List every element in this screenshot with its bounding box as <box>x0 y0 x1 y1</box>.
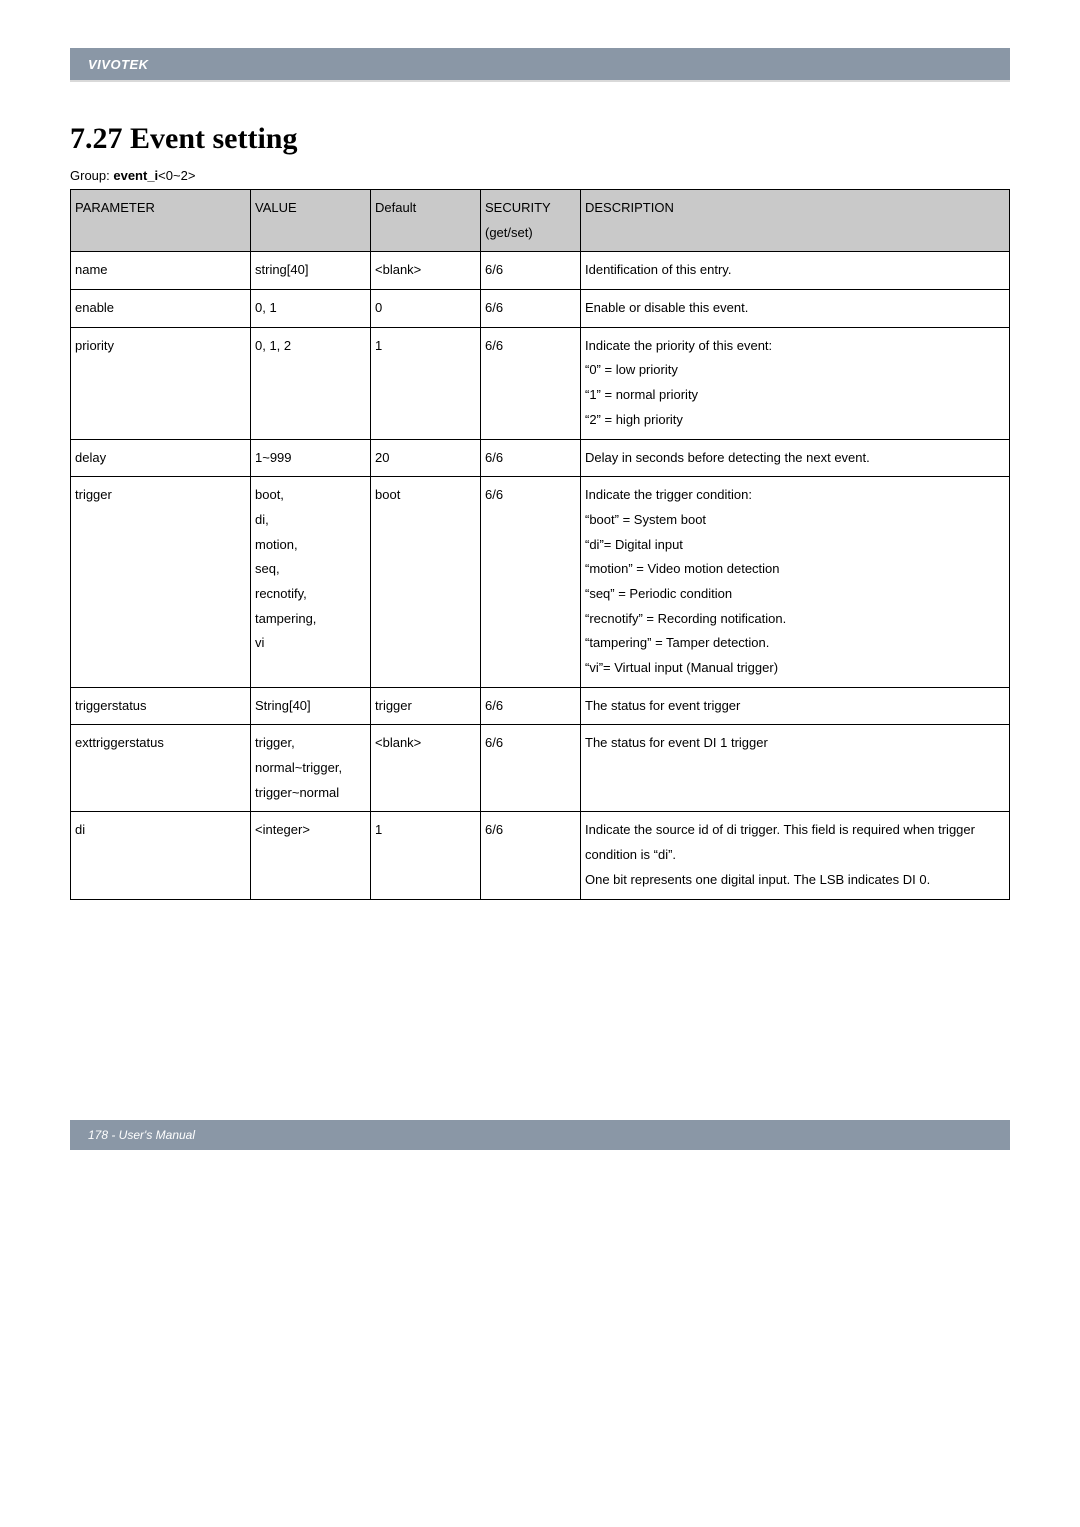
cell-value: string[40] <box>251 252 371 290</box>
cell-param: enable <box>71 290 251 328</box>
footer-text: 178 - User's Manual <box>88 1128 195 1142</box>
cell-security: 6/6 <box>481 252 581 290</box>
parameter-table: PARAMETER VALUE Default SECURITY (get/se… <box>70 189 1010 900</box>
col-parameter: PARAMETER <box>71 190 251 252</box>
brand-name: VIVOTEK <box>88 57 149 72</box>
cell-default: trigger <box>371 687 481 725</box>
page-header: VIVOTEK <box>0 0 1080 82</box>
cell-param: exttriggerstatus <box>71 725 251 812</box>
table-body: name string[40] <blank> 6/6 Identificati… <box>71 252 1010 899</box>
cell-default: <blank> <box>371 252 481 290</box>
cell-value: 0, 1, 2 <box>251 327 371 439</box>
cell-param: trigger <box>71 477 251 688</box>
cell-security: 6/6 <box>481 725 581 812</box>
table-row: exttriggerstatus trigger,normal~trigger,… <box>71 725 1010 812</box>
cell-default: boot <box>371 477 481 688</box>
page-content: 7.27 Event setting Group: event_i<0~2> P… <box>0 82 1080 900</box>
cell-security: 6/6 <box>481 687 581 725</box>
brand-strip: VIVOTEK <box>70 48 1010 80</box>
table-row: delay 1~999 20 6/6 Delay in seconds befo… <box>71 439 1010 477</box>
cell-desc: Identification of this entry. <box>581 252 1010 290</box>
col-security: SECURITY (get/set) <box>481 190 581 252</box>
cell-param: delay <box>71 439 251 477</box>
table-header-row: PARAMETER VALUE Default SECURITY (get/se… <box>71 190 1010 252</box>
table-row: trigger boot,di,motion,seq,recnotify,tam… <box>71 477 1010 688</box>
cell-default: 20 <box>371 439 481 477</box>
cell-desc: Delay in seconds before detecting the ne… <box>581 439 1010 477</box>
col-default: Default <box>371 190 481 252</box>
group-line: Group: event_i<0~2> <box>70 168 1010 183</box>
cell-value: 1~999 <box>251 439 371 477</box>
cell-desc: Indicate the priority of this event:“0” … <box>581 327 1010 439</box>
table-row: enable 0, 1 0 6/6 Enable or disable this… <box>71 290 1010 328</box>
page-footer: 178 - User's Manual <box>0 1120 1080 1150</box>
group-name: event_i <box>113 168 158 183</box>
cell-desc: The status for event DI 1 trigger <box>581 725 1010 812</box>
cell-value: String[40] <box>251 687 371 725</box>
group-prefix: Group: <box>70 168 113 183</box>
table-row: name string[40] <blank> 6/6 Identificati… <box>71 252 1010 290</box>
cell-param: priority <box>71 327 251 439</box>
table-row: priority 0, 1, 2 1 6/6 Indicate the prio… <box>71 327 1010 439</box>
group-suffix: <0~2> <box>158 168 195 183</box>
cell-value: trigger,normal~trigger,trigger~normal <box>251 725 371 812</box>
section-title: 7.27 Event setting <box>70 122 1010 156</box>
cell-security: 6/6 <box>481 327 581 439</box>
table-row: di <integer> 1 6/6 Indicate the source i… <box>71 812 1010 899</box>
col-value: VALUE <box>251 190 371 252</box>
col-description: DESCRIPTION <box>581 190 1010 252</box>
cell-desc: Enable or disable this event. <box>581 290 1010 328</box>
cell-param: name <box>71 252 251 290</box>
cell-default: 1 <box>371 812 481 899</box>
cell-security: 6/6 <box>481 477 581 688</box>
cell-security: 6/6 <box>481 439 581 477</box>
cell-default: <blank> <box>371 725 481 812</box>
cell-param: di <box>71 812 251 899</box>
cell-default: 1 <box>371 327 481 439</box>
cell-desc: Indicate the source id of di trigger. Th… <box>581 812 1010 899</box>
table-row: triggerstatus String[40] trigger 6/6 The… <box>71 687 1010 725</box>
cell-security: 6/6 <box>481 290 581 328</box>
cell-desc: The status for event trigger <box>581 687 1010 725</box>
cell-desc: Indicate the trigger condition:“boot” = … <box>581 477 1010 688</box>
footer-strip: 178 - User's Manual <box>70 1120 1010 1150</box>
cell-value: boot,di,motion,seq,recnotify,tampering,v… <box>251 477 371 688</box>
cell-value: <integer> <box>251 812 371 899</box>
cell-default: 0 <box>371 290 481 328</box>
cell-param: triggerstatus <box>71 687 251 725</box>
cell-value: 0, 1 <box>251 290 371 328</box>
cell-security: 6/6 <box>481 812 581 899</box>
